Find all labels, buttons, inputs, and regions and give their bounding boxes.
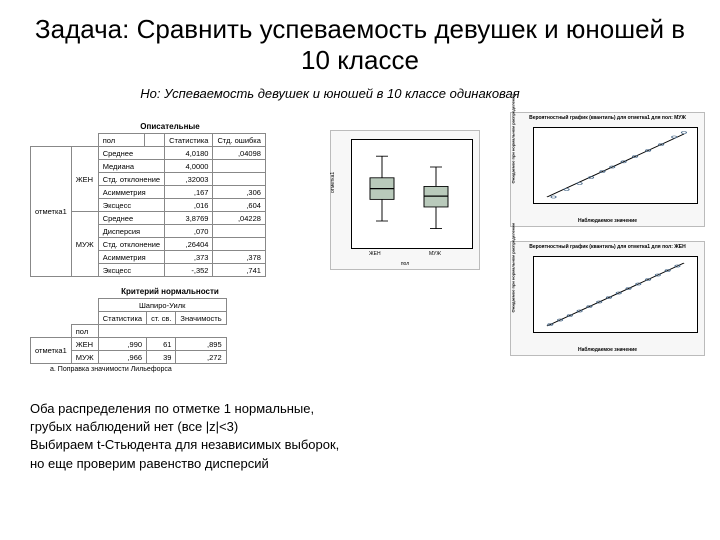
boxplot-cat1: ЖЕН: [369, 251, 381, 257]
qq2-title: Вероятностный график (квантиль) для отме…: [511, 244, 704, 250]
hypothesis-text: Но: Успеваемость девушек и юношей в 10 к…: [120, 86, 540, 101]
boxplot-ylabel: отметка1: [330, 172, 336, 193]
col-header: Статистика: [98, 312, 146, 325]
row-label: Асимметрия: [98, 251, 164, 264]
summary-paragraph: Оба распределения по отметке 1 нормальны…: [30, 400, 450, 473]
cell: ,26404: [165, 238, 213, 251]
col-header: Стд. ошибка: [213, 134, 265, 147]
cell: ,016: [165, 199, 213, 212]
qq2-xlabel: Наблюдаемое значение: [511, 347, 704, 353]
qq1-xlabel: Наблюдаемое значение: [511, 218, 704, 224]
row-label: Медиана: [98, 160, 164, 173]
cell: ,070: [165, 225, 213, 238]
row-label: Стд. отклонение: [98, 173, 164, 186]
cell: ,895: [176, 338, 226, 351]
cell: ,966: [98, 351, 146, 364]
qq2-plot-area: [533, 256, 698, 333]
boxplot-cat2: МУЖ: [429, 251, 441, 257]
cell: 4,0180: [165, 147, 213, 160]
qq2-ylabel: Ожидаемое при нормальном распределении: [511, 223, 516, 313]
cell: ,272: [176, 351, 226, 364]
cell: ,32003: [165, 173, 213, 186]
qq-plot-2: Вероятностный график (квантиль) для отме…: [510, 241, 705, 356]
col-header: пол: [71, 325, 98, 338]
summary-line-1: Оба распределения по отметке 1 нормальны…: [30, 401, 314, 416]
cell: ,990: [98, 338, 146, 351]
cell: 61: [147, 338, 176, 351]
cell: 4,0000: [165, 160, 213, 173]
summary-line-3: Выбираем t-Стьюдента для независимых выб…: [30, 437, 339, 452]
col-header: пол: [98, 134, 145, 147]
summary-line-4: но еще проверим равенство дисперсий: [30, 456, 269, 471]
cell: ,167: [165, 186, 213, 199]
slide-title: Задача: Сравнить успеваемость девушек и …: [0, 0, 720, 80]
cell: ,378: [213, 251, 265, 264]
row-var: отметка1: [31, 147, 72, 277]
row-label: Дисперсия: [98, 225, 164, 238]
boxplot-chart: пол ЖЕН МУЖ отметка1: [330, 130, 480, 270]
qq2-svg: [534, 257, 697, 332]
tables-column: Описательные пол Статистика Стд. ошибка …: [30, 122, 310, 373]
row-label: Асимметрия: [98, 186, 164, 199]
qq1-title: Вероятностный график (квантиль) для отме…: [511, 115, 704, 121]
qq-column: Вероятностный график (квантиль) для отме…: [510, 112, 710, 370]
descriptives-table: пол Статистика Стд. ошибка отметка1 ЖЕН …: [30, 133, 266, 277]
cell: 3,8769: [165, 212, 213, 225]
cell: 39: [147, 351, 176, 364]
row-group: МУЖ: [71, 351, 98, 364]
cell: ,04098: [213, 147, 265, 160]
cell: ,306: [213, 186, 265, 199]
boxplot-column: пол ЖЕН МУЖ отметка1: [330, 122, 490, 270]
qq1-svg: [534, 128, 697, 203]
row-var: отметка1: [31, 338, 72, 364]
row-label: Эксцесс: [98, 264, 164, 277]
cell: ,373: [165, 251, 213, 264]
normality-table-block: Критерий нормальности Шапиро-Уилк Статис…: [30, 287, 310, 373]
row-label: Эксцесс: [98, 199, 164, 212]
row-label: Стд. отклонение: [98, 238, 164, 251]
normality-title: Критерий нормальности: [30, 287, 310, 296]
cell: ,604: [213, 199, 265, 212]
qq1-ylabel: Ожидаемое при нормальном распределении: [511, 94, 516, 184]
row-label: Среднее: [98, 212, 164, 225]
qq1-plot-area: [533, 127, 698, 204]
row-group: ЖЕН: [71, 147, 98, 212]
descriptives-table-block: Описательные пол Статистика Стд. ошибка …: [30, 122, 310, 277]
row-group: ЖЕН: [71, 338, 98, 351]
row-group: МУЖ: [71, 212, 98, 277]
summary-line-2: грубых наблюдений нет (все |z|<3): [30, 419, 238, 434]
normality-footnote: a. Поправка значимости Лильефорса: [50, 366, 310, 373]
row-label: Среднее: [98, 147, 164, 160]
cell: ,04228: [213, 212, 265, 225]
col-header: Статистика: [165, 134, 213, 147]
normality-table: Шапиро-Уилк Статистика ст. св. Значимост…: [30, 298, 227, 364]
boxplot-svg: [352, 140, 472, 248]
boxplot-plot-area: [351, 139, 473, 249]
col-header: Шапиро-Уилк: [98, 299, 226, 312]
col-header: ст. св.: [147, 312, 176, 325]
cell: -,352: [165, 264, 213, 277]
boxplot-xlabel: пол: [331, 261, 479, 267]
cell: ,741: [213, 264, 265, 277]
col-header: Значимость: [176, 312, 226, 325]
descriptives-title: Описательные: [30, 122, 310, 131]
qq-plot-1: Вероятностный график (квантиль) для отме…: [510, 112, 705, 227]
